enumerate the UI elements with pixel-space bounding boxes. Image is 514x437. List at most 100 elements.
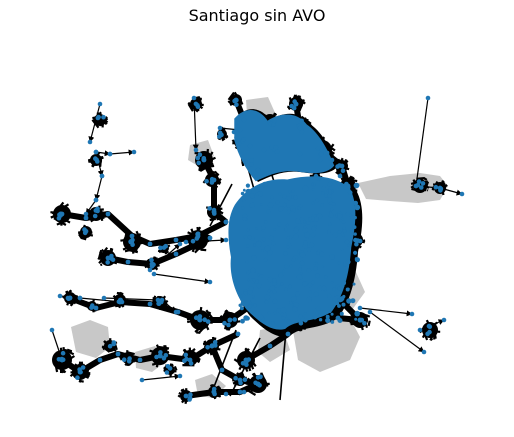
node	[337, 261, 341, 265]
node	[354, 257, 360, 263]
node	[201, 157, 207, 163]
edge-scribble	[124, 248, 132, 253]
node	[299, 118, 304, 124]
node	[357, 238, 363, 244]
node	[296, 274, 303, 281]
node	[297, 206, 301, 210]
node-cores	[228, 109, 356, 330]
node	[177, 241, 183, 247]
node	[161, 355, 167, 361]
node	[147, 241, 153, 247]
edge-chain	[68, 295, 252, 323]
edge-scribble	[247, 389, 257, 396]
node	[335, 301, 340, 306]
node	[97, 357, 103, 363]
node	[278, 206, 284, 212]
node	[129, 233, 135, 239]
node	[167, 366, 173, 371]
node	[217, 125, 223, 131]
edge-scribble	[262, 113, 267, 117]
node	[427, 329, 432, 335]
node	[273, 228, 277, 231]
node	[231, 129, 237, 135]
node	[315, 146, 321, 151]
node	[101, 295, 107, 301]
node	[353, 200, 358, 206]
node	[209, 343, 215, 349]
edge-scribble	[91, 119, 100, 129]
node	[95, 208, 100, 214]
node	[290, 296, 297, 302]
node	[184, 356, 189, 362]
edge-scribble	[67, 355, 75, 361]
node	[303, 240, 308, 246]
node	[285, 223, 289, 227]
node	[289, 264, 293, 268]
node	[337, 318, 343, 323]
node	[357, 317, 363, 323]
node	[273, 311, 277, 315]
node	[433, 184, 439, 190]
node	[246, 228, 250, 232]
node	[159, 297, 165, 303]
node	[187, 397, 192, 402]
node	[271, 122, 276, 127]
node	[349, 230, 353, 234]
node	[319, 151, 324, 157]
node	[127, 356, 132, 361]
node	[250, 267, 256, 274]
node	[232, 317, 237, 322]
node	[293, 233, 299, 240]
node	[202, 317, 207, 323]
node	[339, 163, 345, 169]
node	[240, 318, 245, 324]
node	[272, 298, 278, 304]
node	[255, 192, 259, 196]
node	[147, 301, 153, 307]
node	[284, 264, 289, 269]
node	[284, 287, 288, 292]
node	[121, 357, 127, 363]
edge-scribble	[206, 351, 210, 355]
node	[211, 209, 217, 215]
edge-scribble	[187, 103, 194, 112]
edge-scribble	[100, 263, 103, 267]
edge-scribble	[296, 95, 306, 105]
node	[242, 198, 246, 202]
node	[332, 296, 338, 302]
node	[288, 284, 292, 289]
node	[245, 188, 252, 195]
node	[245, 260, 249, 264]
node	[325, 314, 330, 319]
node	[346, 298, 352, 304]
node	[354, 204, 361, 211]
node	[315, 306, 321, 312]
node	[105, 211, 111, 217]
node	[339, 311, 344, 316]
node	[315, 311, 319, 316]
node	[330, 320, 335, 324]
node	[247, 143, 253, 149]
node	[337, 286, 343, 291]
node	[183, 239, 189, 245]
node	[335, 164, 340, 169]
node	[314, 262, 318, 266]
node	[92, 213, 98, 219]
node	[83, 215, 89, 221]
node	[173, 309, 179, 315]
node	[193, 147, 199, 153]
node	[241, 389, 247, 395]
node	[264, 220, 268, 224]
node	[267, 276, 273, 283]
node	[107, 151, 113, 157]
node	[331, 202, 336, 207]
node	[94, 157, 99, 162]
directed-edge	[95, 150, 111, 157]
node	[226, 322, 231, 328]
node	[173, 251, 179, 257]
node	[243, 291, 248, 296]
node	[299, 252, 306, 258]
node	[284, 227, 288, 232]
node	[352, 282, 356, 286]
edge	[211, 329, 237, 393]
